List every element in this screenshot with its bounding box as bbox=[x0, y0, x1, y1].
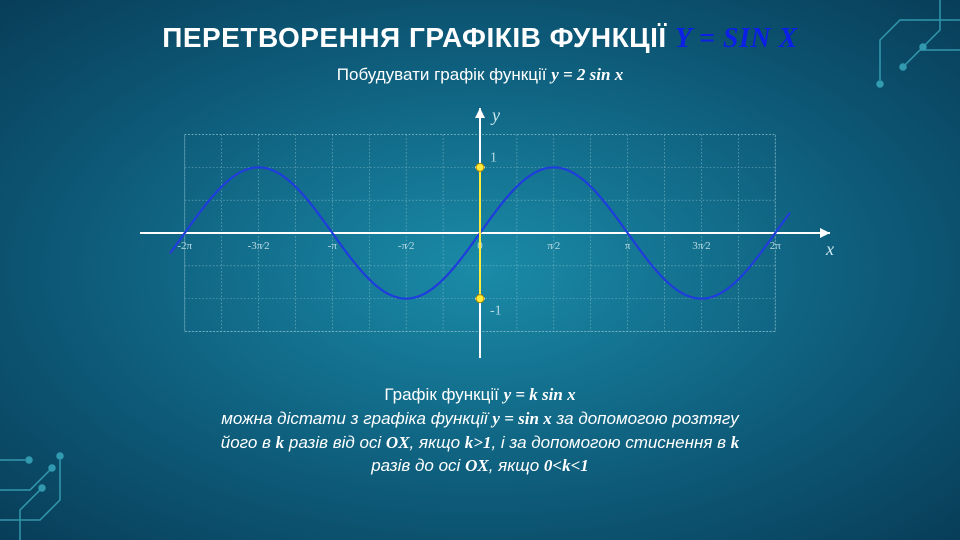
subtitle: Побудувати графік функції y = 2 sin x bbox=[337, 65, 623, 85]
svg-text:-π: -π bbox=[328, 240, 338, 252]
svg-text:3π⁄2: 3π⁄2 bbox=[692, 240, 710, 252]
sine-chart: yx1-1-2π-3π⁄2-π-π⁄20π⁄2π3π⁄22π bbox=[120, 103, 840, 363]
cap-1b: y = k sin x bbox=[504, 385, 576, 404]
cap-3c: разів від осі bbox=[284, 433, 386, 452]
cap-3g: , і за допомогою стиснення в bbox=[491, 433, 730, 452]
svg-text:π: π bbox=[625, 240, 631, 252]
title-text: ПЕРЕТВОРЕННЯ ГРАФІКІВ ФУНКЦІЇ bbox=[162, 22, 675, 53]
subtitle-text: Побудувати графік функції bbox=[337, 65, 551, 84]
cap-2a: можна дістати з графіка функції bbox=[221, 409, 492, 428]
svg-text:2π: 2π bbox=[770, 240, 782, 252]
subtitle-math: y = 2 sin x bbox=[551, 65, 623, 84]
cap-1a: Графік функції bbox=[384, 385, 503, 404]
cap-2b: y = sin x bbox=[492, 409, 551, 428]
slide-title: ПЕРЕТВОРЕННЯ ГРАФІКІВ ФУНКЦІЇ Y = SIN X bbox=[162, 22, 798, 55]
svg-text:y: y bbox=[490, 105, 500, 125]
cap-4b: OX bbox=[465, 456, 489, 475]
slide: ПЕРЕТВОРЕННЯ ГРАФІКІВ ФУНКЦІЇ Y = SIN X … bbox=[0, 0, 960, 540]
svg-text:-π⁄2: -π⁄2 bbox=[398, 240, 415, 252]
svg-text:x: x bbox=[825, 239, 834, 259]
cap-4d: 0<k<1 bbox=[544, 456, 589, 475]
cap-3b: k bbox=[276, 433, 285, 452]
svg-text:1: 1 bbox=[490, 150, 497, 165]
title-math: Y = SIN X bbox=[675, 23, 798, 54]
caption: Графік функції y = k sin x можна дістати… bbox=[221, 383, 739, 478]
svg-text:-3π⁄2: -3π⁄2 bbox=[248, 240, 270, 252]
svg-text:-1: -1 bbox=[490, 304, 502, 319]
cap-3f: k>1 bbox=[465, 433, 492, 452]
cap-4c: , якщо bbox=[489, 456, 544, 475]
cap-3h: k bbox=[731, 433, 740, 452]
cap-3d: OX bbox=[386, 433, 410, 452]
cap-3e: , якщо bbox=[410, 433, 465, 452]
cap-2c: за допомогою розтягу bbox=[552, 409, 739, 428]
svg-text:π⁄2: π⁄2 bbox=[547, 240, 560, 252]
cap-4a: разів до осі bbox=[371, 456, 465, 475]
cap-3a: його в bbox=[221, 433, 276, 452]
